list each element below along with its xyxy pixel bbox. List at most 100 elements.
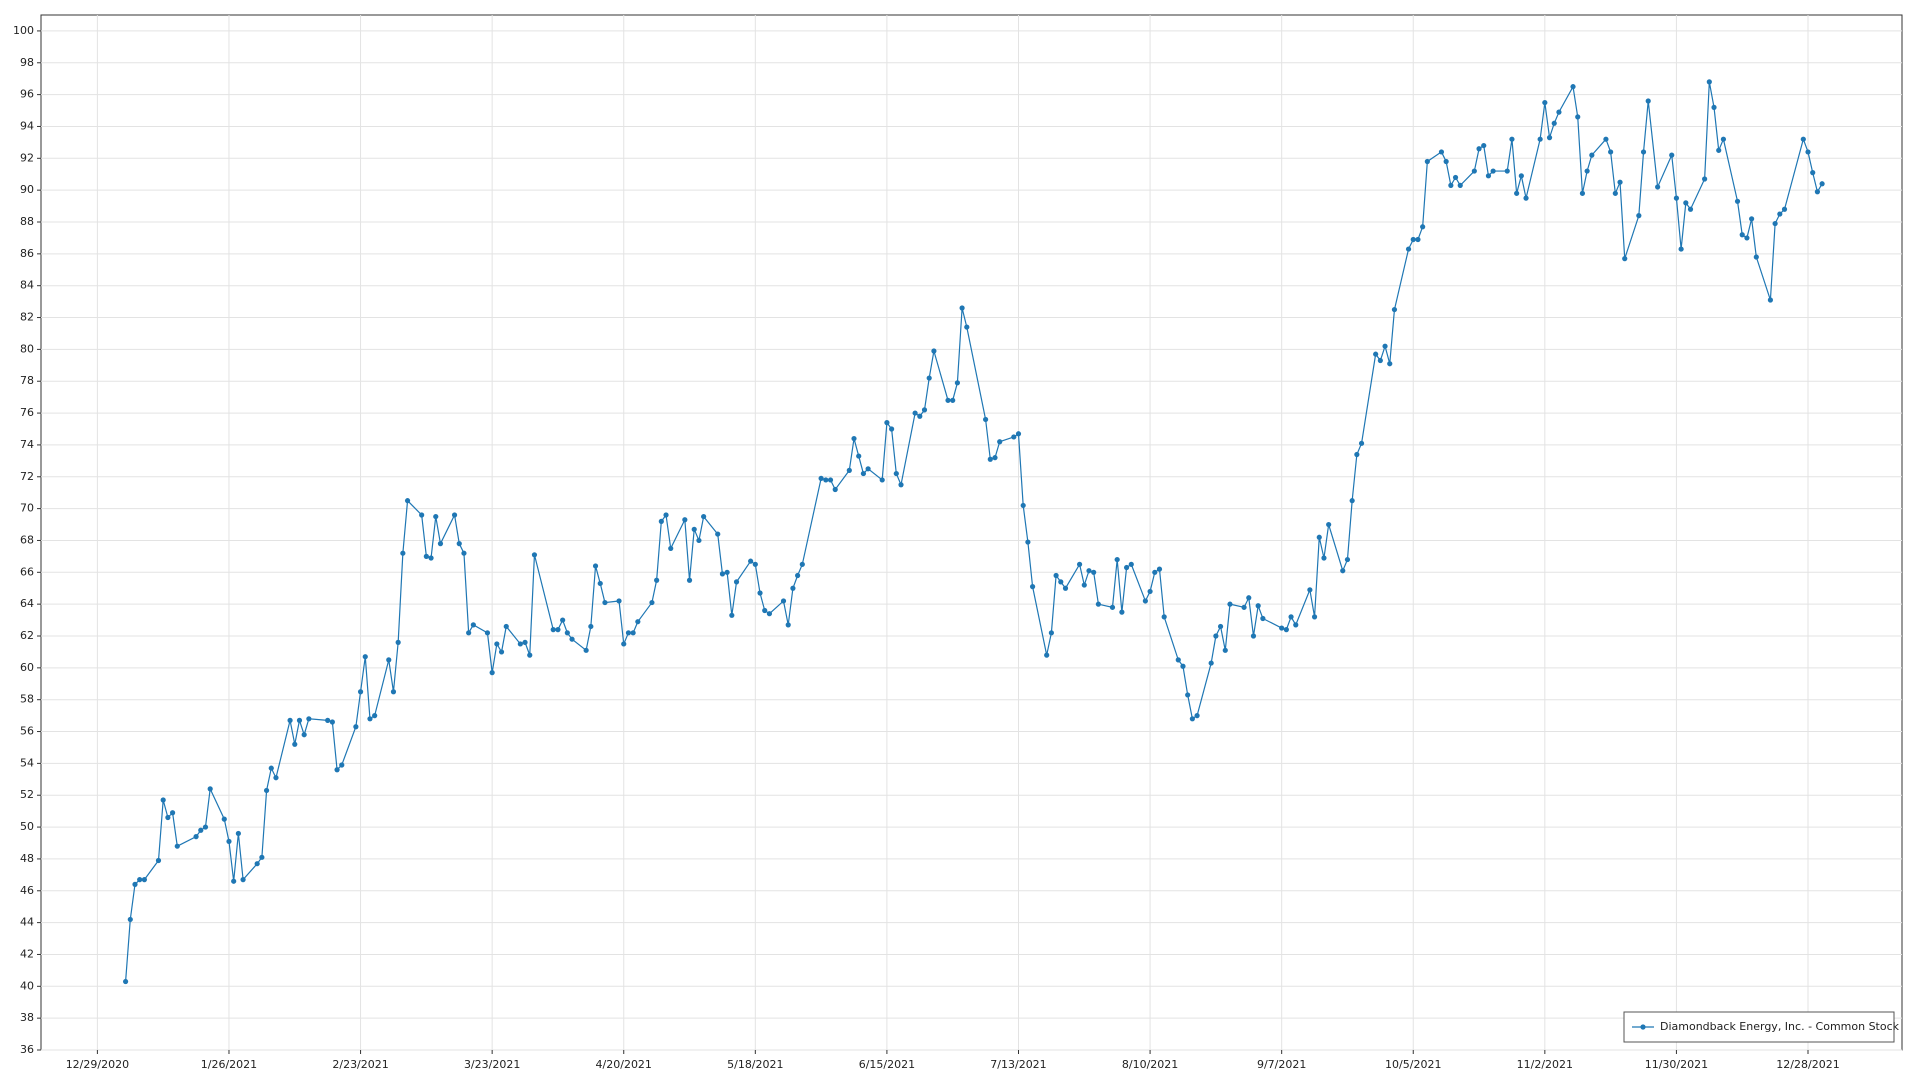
data-point [931,348,937,354]
data-point [137,877,143,883]
data-point [616,598,622,604]
data-point [1814,189,1821,195]
y-tick-label: 88 [20,215,34,228]
legend: Diamondback Energy, Inc. - Common Stock [1623,1011,1900,1043]
data-point [1194,713,1200,719]
data-point [959,305,965,311]
data-point [1805,149,1811,155]
data-point [1575,114,1581,120]
data-point [1556,109,1562,115]
x-tick-label: 8/10/2021 [1122,1058,1178,1071]
data-point [1608,149,1614,155]
data-point [174,843,180,849]
data-point [1739,232,1745,238]
data-point [301,732,307,738]
data-point [1777,211,1783,217]
data-point [527,652,533,658]
data-point [1546,135,1553,141]
y-tick-label: 84 [20,279,34,292]
data-point [564,630,570,636]
y-tick-label: 68 [20,533,34,546]
data-point [926,375,932,381]
data-point [1405,246,1412,252]
data-point [1175,657,1181,663]
data-point [353,724,359,730]
data-point [1180,663,1186,669]
x-tick-label: 1/26/2021 [201,1058,257,1071]
data-point [155,857,162,864]
data-point [884,420,890,426]
data-point [569,636,575,642]
data-point [1457,182,1463,188]
data-point [1255,603,1261,609]
data-point [658,518,664,524]
data-point [1358,440,1365,446]
legend-box [1623,1011,1895,1043]
y-tick-label: 80 [20,342,34,355]
data-point [917,413,923,419]
data-point [1584,168,1590,174]
data-point [715,531,721,537]
data-point [404,498,411,504]
data-point [1373,351,1379,357]
data-point [1260,615,1266,622]
data-point [1589,152,1595,158]
data-point [1645,98,1651,104]
data-point [127,916,133,923]
data-point [1579,190,1586,196]
data-point [1208,660,1214,666]
y-tick-label: 74 [20,438,34,451]
data-point [240,877,246,883]
data-point [1293,622,1299,628]
data-point [1781,206,1788,212]
data-point [1119,609,1125,615]
data-point [503,623,509,630]
data-point [889,426,895,432]
data-point [1321,555,1327,561]
data-point [997,439,1003,445]
data-point [724,569,730,575]
data-point [1800,136,1806,142]
data-point [832,486,838,493]
data-point [1217,623,1224,630]
data-point [1476,146,1482,152]
data-point [1123,564,1130,571]
data-point [202,824,209,830]
series-line [124,81,1823,982]
data-point [555,627,561,633]
y-tick-label: 96 [20,88,34,101]
data-point [531,552,538,558]
data-point [484,630,491,636]
y-tick-label: 66 [20,565,34,578]
data-point [273,775,279,781]
data-point [851,435,857,442]
data-point [451,512,458,518]
data-point [1542,99,1548,106]
data-point [1081,582,1087,588]
y-tick-label: 64 [20,597,34,610]
data-point [1058,579,1064,585]
data-point [292,741,298,747]
grid [41,15,1902,1051]
data-point [748,558,754,564]
data-point [1537,136,1543,142]
data-point [306,716,312,722]
x-tick-label: 10/5/2021 [1385,1058,1441,1071]
data-point [395,639,401,645]
data-point [1246,595,1252,601]
y-tick-label: 70 [20,502,34,515]
data-point [1673,195,1680,201]
data-point [489,670,495,676]
plot-frame [40,14,1903,1051]
data-point [1354,451,1360,458]
data-point [865,466,871,472]
data-point [621,641,627,647]
y-tick-label: 72 [20,470,34,483]
x-tick-label: 11/2/2021 [1517,1058,1573,1071]
data-point [160,797,166,803]
data-point [757,590,763,596]
data-point [268,765,274,771]
data-point [1452,174,1459,181]
data-point [1678,246,1684,252]
data-point [498,649,505,655]
